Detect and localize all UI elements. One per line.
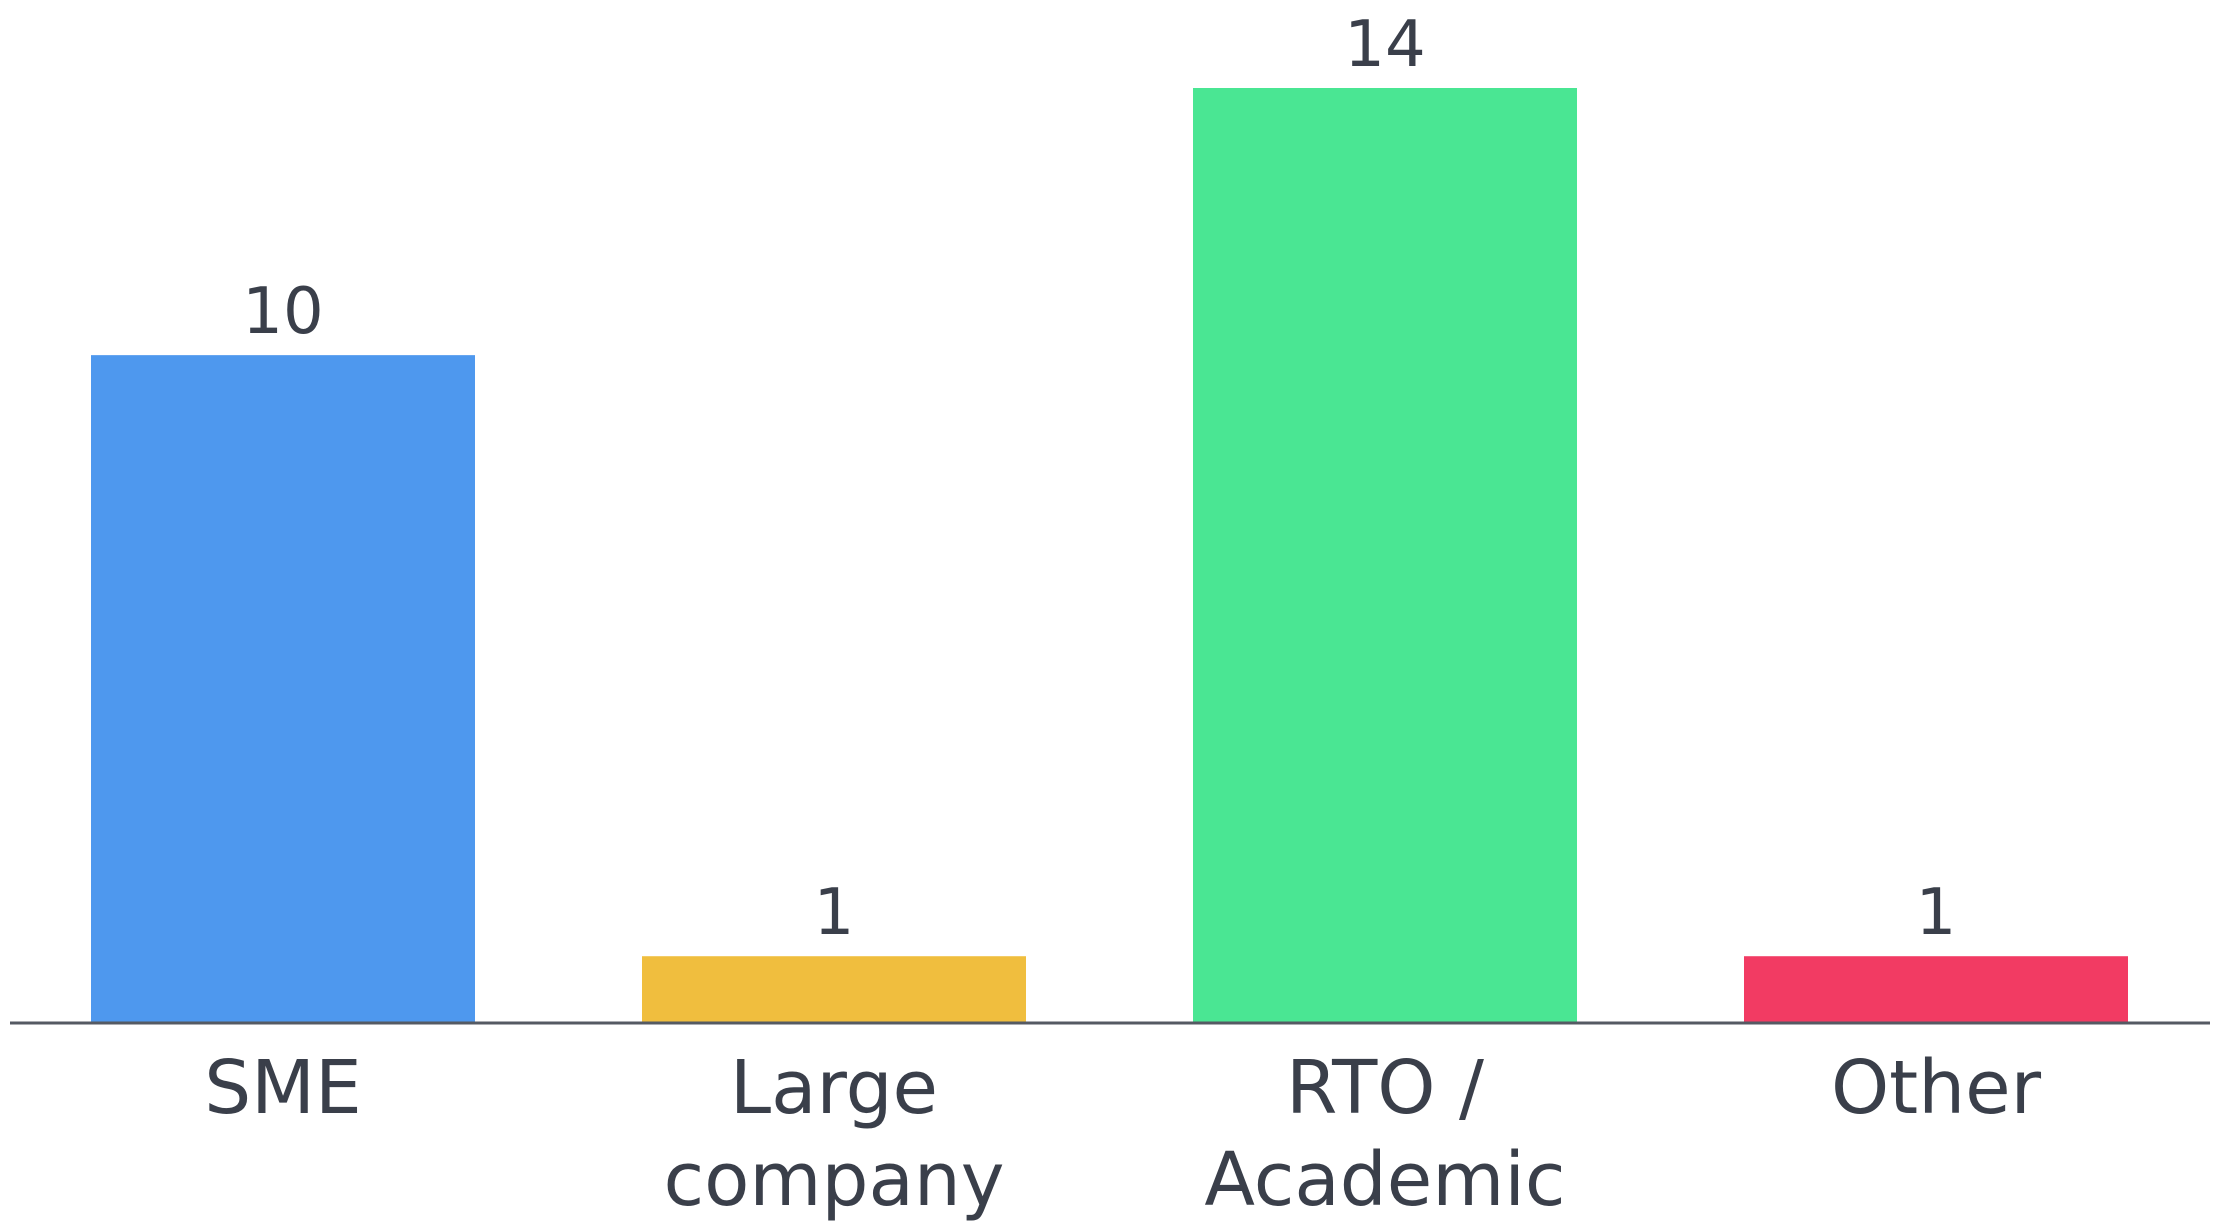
category-label-0-line-0: SME [204,1045,362,1131]
value-labels-layer: 10 1 14 1 [242,8,1956,950]
category-label-3: Other [1831,1045,2042,1131]
category-label-2-line-0: RTO / [1286,1045,1484,1131]
category-label-1-line-1: company [663,1137,1004,1223]
bar-1 [642,956,1026,1023]
bar-2 [1193,88,1577,1023]
category-labels-layer: SME Large company RTO / Academic Other [204,1045,2041,1223]
category-label-1: Large company [663,1045,1004,1223]
value-label-1: 1 [814,876,855,950]
category-label-2: RTO / Academic [1204,1045,1565,1223]
category-label-2-line-1: Academic [1204,1137,1565,1223]
category-label-0: SME [204,1045,362,1131]
value-label-2: 14 [1344,8,1425,82]
value-label-3: 1 [1916,876,1957,950]
value-label-0: 10 [242,275,323,349]
category-label-1-line-0: Large [730,1045,938,1131]
bars-layer [91,88,2128,1024]
bar-0 [91,355,475,1024]
category-label-3-line-0: Other [1831,1045,2042,1131]
bar-3 [1744,956,2128,1023]
